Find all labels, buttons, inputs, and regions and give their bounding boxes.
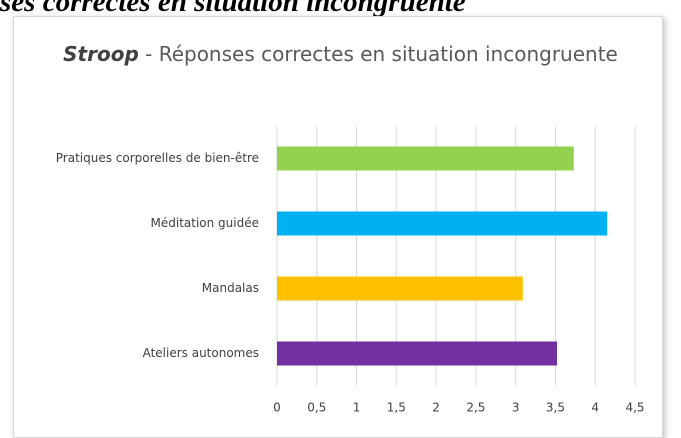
x-tick-label: 1,5: [387, 401, 406, 415]
y-tick-label: Méditation guidée: [151, 216, 260, 230]
y-tick-label: Mandalas: [202, 281, 259, 295]
bar: [277, 276, 523, 301]
title-text: - Réponses correctes en situation incong…: [145, 42, 618, 66]
y-tick-label: Pratiques corporelles de bien-être: [56, 151, 259, 165]
x-tick-label: 4,5: [625, 401, 644, 415]
y-tick-label: Ateliers autonomes: [143, 346, 259, 360]
x-tick-label: 2,5: [466, 401, 485, 415]
bar: [277, 211, 608, 236]
x-tick-label: 3: [512, 401, 520, 415]
x-tick-label: 4: [591, 401, 599, 415]
x-tick-label: 0: [273, 401, 281, 415]
chart: 0 0,5 1 1,5 2 2,5 3 3,5 4 4,5 Pratiques corporelle…: [56, 126, 645, 415]
page-caption: ses correctes en situation incongruente: [0, 0, 466, 18]
x-tick-label: 2: [432, 401, 440, 415]
x-tick-label: 3,5: [546, 401, 565, 415]
x-tick-label: 1: [353, 401, 361, 415]
chart-title: Stroop - Réponses correctes en situation…: [0, 38, 681, 70]
title-emphasis: Stroop: [63, 42, 139, 66]
bar: [277, 146, 574, 171]
x-tick-label: 0,5: [307, 401, 326, 415]
bar: [277, 341, 558, 366]
